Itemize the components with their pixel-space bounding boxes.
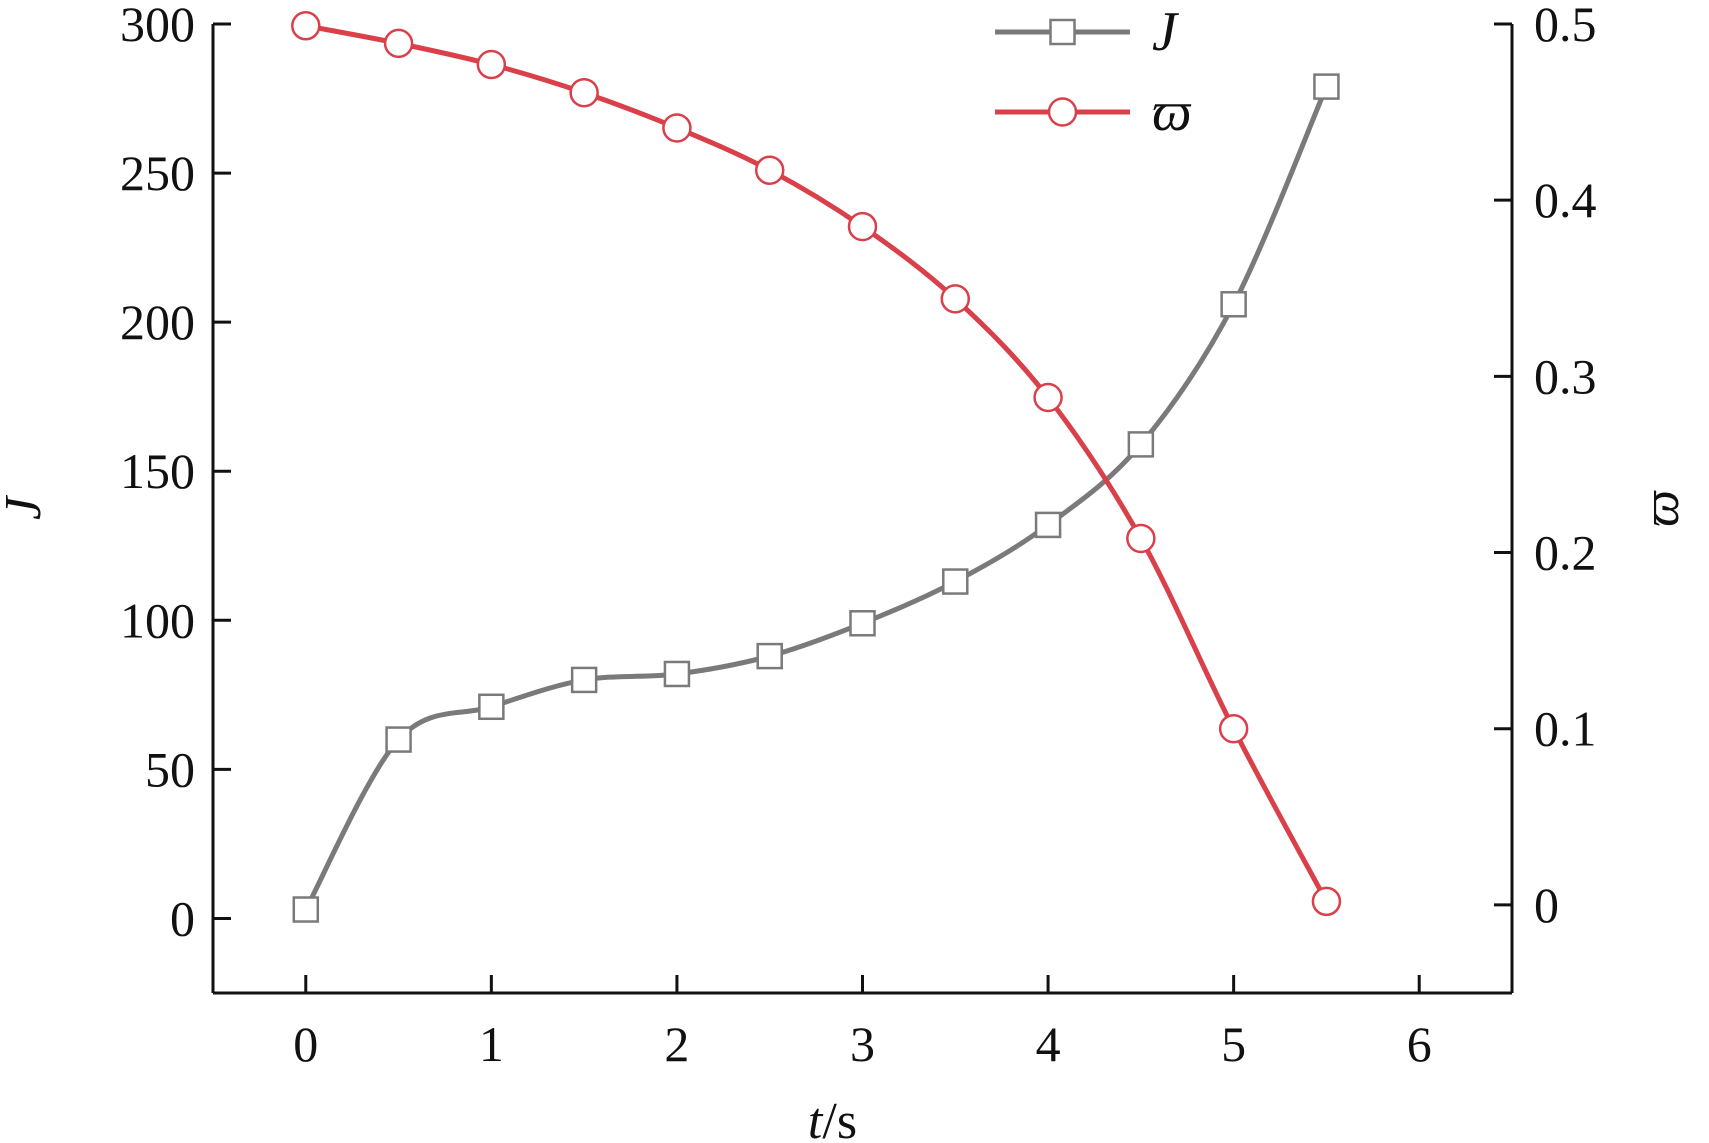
data-point-circle <box>476 49 507 80</box>
x-axis-title-unit: /s <box>822 1093 857 1143</box>
data-point-square <box>385 726 412 753</box>
data-point-square <box>1034 511 1062 539</box>
legend-item-2: ϖ <box>995 81 1192 143</box>
legend-label: J <box>1152 1 1180 63</box>
series-1 <box>292 73 1340 923</box>
y-right-tick-label: 0.4 <box>1534 172 1597 228</box>
x-tick-label: 3 <box>850 1016 875 1072</box>
legend-marker-circle <box>1047 97 1078 127</box>
legend-marker-square <box>1049 18 1076 46</box>
axes <box>211 24 1514 995</box>
data-point-square <box>478 693 505 721</box>
legend-label: ϖ <box>1152 81 1192 143</box>
data-point-square <box>1313 73 1340 100</box>
y-axis-left-title: J <box>0 494 52 520</box>
legend: Jϖ <box>995 1 1192 143</box>
x-tick-label: 0 <box>293 1016 318 1072</box>
x-tick-label: 1 <box>479 1016 504 1072</box>
y-right-tick-label: 0.1 <box>1534 701 1597 757</box>
data-point-circle <box>754 155 785 185</box>
data-point-square <box>849 610 876 637</box>
data-point-circle <box>940 284 971 314</box>
data-point-circle <box>1126 523 1156 554</box>
data-point-circle <box>847 211 878 242</box>
y-left-tick-label: 0 <box>170 890 195 946</box>
data-point-circle <box>662 113 692 143</box>
x-tick-label: 5 <box>1221 1016 1246 1072</box>
y-left-tick-label: 100 <box>120 592 195 648</box>
y-right-tick-label: 0 <box>1534 877 1559 933</box>
data-point-circle <box>1218 713 1249 744</box>
series-line <box>303 85 1329 911</box>
data-point-square <box>942 568 969 595</box>
series-line <box>305 23 1329 903</box>
y-left-tick-label: 200 <box>120 294 195 350</box>
y-right-tick-label: 0.2 <box>1534 525 1597 581</box>
ticks: 0 1 2 3 4 5 6 0 50 100 150 200 250 300 0 0.1 0.2 0.3 0.4 0.… <box>120 0 1597 1072</box>
legend-item-1: J <box>995 1 1180 63</box>
data-point-circle <box>291 11 321 41</box>
x-tick-label: 2 <box>664 1016 689 1072</box>
data-point-circle <box>569 77 599 108</box>
data-point-square <box>292 896 320 923</box>
y-axis-right-title: ϖ <box>1633 490 1690 527</box>
y-right-tick-label: 0.5 <box>1534 0 1597 52</box>
x-tick-label: 4 <box>1036 1016 1061 1072</box>
x-axis-title: t/s <box>808 1093 857 1143</box>
y-left-tick-label: 50 <box>145 741 195 797</box>
data-point-circle <box>383 28 414 59</box>
y-left-tick-label: 300 <box>120 0 195 52</box>
y-left-tick-label: 250 <box>120 145 195 201</box>
data-point-square <box>756 642 783 670</box>
y-left-tick-label: 150 <box>120 443 195 499</box>
data-point-square <box>570 666 598 694</box>
x-axis-title-variable: t <box>808 1093 824 1143</box>
data-point-circle <box>1311 886 1342 917</box>
series-2 <box>291 11 1342 917</box>
data-point-square <box>663 660 691 688</box>
series-layer <box>291 11 1342 923</box>
data-point-circle <box>1033 382 1063 413</box>
y-right-tick-label: 0.3 <box>1534 348 1597 404</box>
data-point-square <box>1127 431 1155 458</box>
data-point-square <box>1220 291 1247 318</box>
x-tick-label: 6 <box>1407 1016 1432 1072</box>
